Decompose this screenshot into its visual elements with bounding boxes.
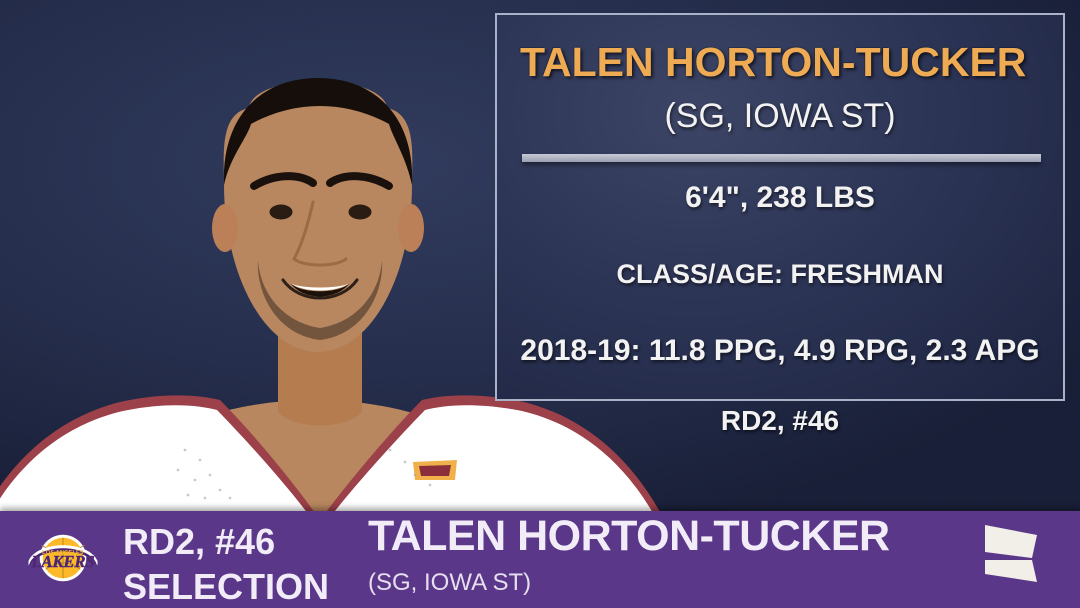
svg-text:LAKERS: LAKERS xyxy=(30,552,94,571)
